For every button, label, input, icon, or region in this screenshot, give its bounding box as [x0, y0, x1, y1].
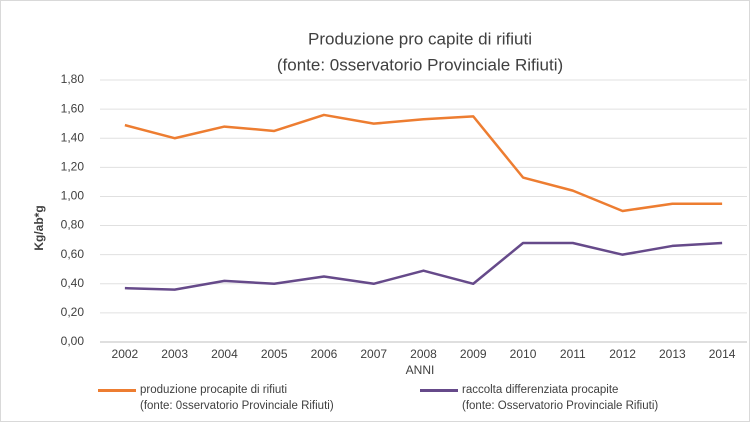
y-tick-label: 0,00	[61, 334, 85, 348]
line-series	[124, 241, 723, 291]
x-tick-label: 2009	[460, 347, 487, 361]
x-tick-label: 2006	[311, 347, 338, 361]
chart-title: Produzione pro capite di rifiuti	[308, 29, 532, 48]
y-tick-label: 1,60	[61, 101, 85, 115]
y-axis-label: Kg/ab*g	[32, 205, 46, 250]
x-tick-label: 2004	[211, 347, 238, 361]
x-tick-label: 2003	[161, 347, 188, 361]
line-series	[124, 113, 723, 213]
legend-label: produzione procapite di rifiuti (fonte: …	[140, 384, 334, 412]
x-tick-label: 2014	[709, 347, 736, 361]
y-tick-label: 0,60	[61, 247, 85, 261]
x-axis-label: ANNI	[406, 363, 435, 377]
legend-swatch	[420, 389, 458, 392]
y-tick-label: 0,20	[61, 305, 85, 319]
y-tick-label: 0,80	[61, 218, 85, 232]
x-tick-label: 2008	[410, 347, 437, 361]
x-tick-label: 2010	[510, 347, 537, 361]
x-tick-label: 2013	[659, 347, 686, 361]
y-tick-label: 1,00	[61, 189, 85, 203]
legend-swatch	[98, 389, 136, 392]
y-tick-label: 1,40	[61, 130, 85, 144]
legend-label: raccolta differenziata procapite (fonte:…	[462, 384, 659, 412]
chart-subtitle: (fonte: 0sservatorio Provinciale Rifiuti…	[277, 55, 563, 74]
x-tick-label: 2012	[609, 347, 636, 361]
x-tick-label: 2002	[112, 347, 139, 361]
y-tick-label: 1,20	[61, 160, 85, 174]
y-tick-label: 1,80	[61, 72, 85, 86]
y-tick-label: 0,40	[61, 276, 85, 290]
x-tick-label: 2011	[560, 347, 586, 361]
x-tick-label: 2007	[360, 347, 387, 361]
x-tick-label: 2005	[261, 347, 288, 361]
